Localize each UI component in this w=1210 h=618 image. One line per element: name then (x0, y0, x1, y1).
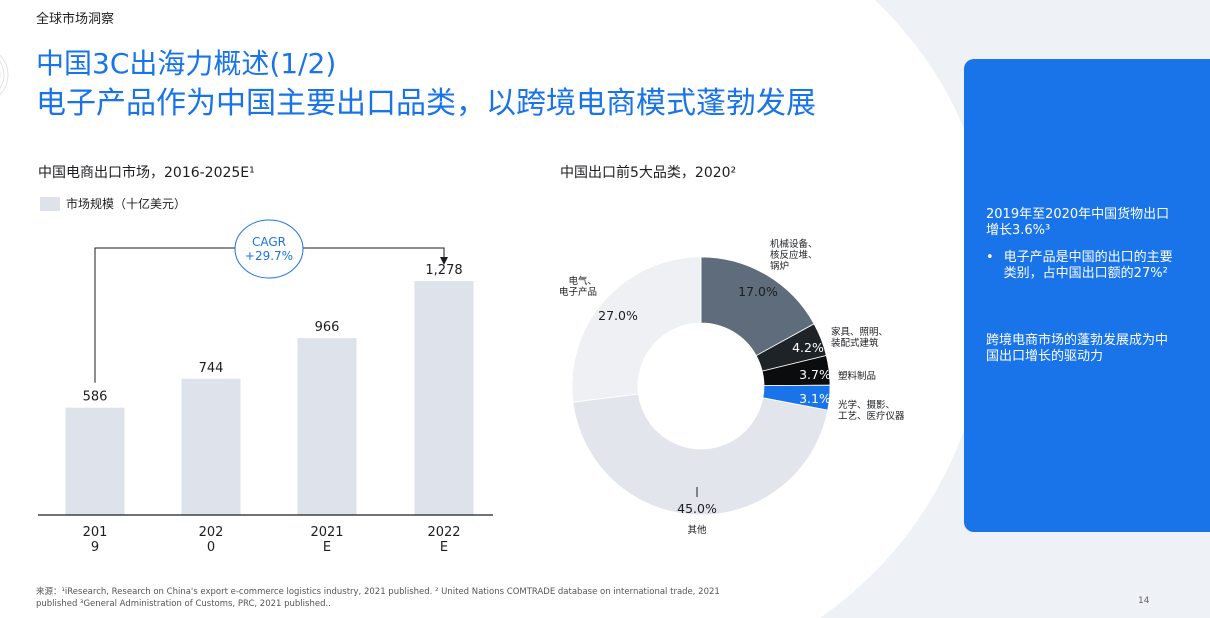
page-title: 中国3C出海力概述(1/2) (36, 47, 337, 80)
donut-slice-label: 45.0% (677, 501, 717, 516)
cagr-arrowhead (440, 257, 448, 265)
x-tick-label: 2021 (310, 525, 343, 540)
donut-category-label: 电气、 (568, 275, 597, 287)
x-tick-label: 201 (83, 525, 108, 540)
footer-source: 来源：¹iResearch, Research on China's expor… (36, 587, 720, 609)
bullet-marker: • (986, 250, 994, 265)
bar-value-label: 586 (83, 390, 108, 405)
legend-label: 市场规模（十亿美元） (66, 197, 187, 211)
donut-category-label: 其他 (687, 524, 707, 536)
donut-slice-label: 27.0% (598, 308, 638, 323)
section-label: 全球市场洞察 (36, 12, 115, 27)
donut-slice-label: 4.2% (792, 340, 824, 355)
key-insights-panel: 2019年至2020年中国货物出口增长3.6%³ • 电子产品是中国的出口的主要… (964, 59, 1210, 532)
x-tick-label: E (440, 540, 448, 555)
legend-swatch (40, 196, 60, 211)
insight-bullet-1: • 电子产品是中国的出口的主要类别，占中国出口额的27%² (986, 250, 1176, 282)
cagr-value: +29.7% (245, 249, 293, 263)
page-subtitle: 电子产品作为中国主要出口品类，以跨境电商模式蓬勃发展 (36, 86, 816, 121)
donut-category-label: 电子产品 (559, 286, 597, 298)
insight-bullet-text: 电子产品是中国的出口的主要类别，占中国出口额的27%² (1003, 250, 1173, 281)
donut-category-label: 装配式建筑 (831, 337, 879, 349)
donut-category-label: 塑料制品 (838, 370, 876, 382)
bar (297, 338, 357, 515)
corner-ring-decoration (0, 54, 9, 96)
donut-slice-label: 3.1% (799, 391, 831, 406)
donut-category-label: 光学、摄影、 (838, 399, 895, 411)
x-tick-label: 9 (91, 540, 99, 555)
x-tick-label: E (323, 540, 331, 555)
x-tick-label: 202 (199, 525, 224, 540)
donut-category-label: 机械设备、 (770, 238, 818, 250)
donut-category-label: 工艺、医疗仪器 (838, 410, 905, 422)
bar (181, 378, 241, 515)
bar-chart-title: 中国电商出口市场，2016-2025E¹ (38, 165, 255, 181)
insight-paragraph-2: 跨境电商市场的蓬勃发展成为中国出口增长的驱动力 (986, 333, 1169, 364)
donut-slice-label: 17.0% (738, 284, 778, 299)
donut-category-label: 家具、照明、 (831, 326, 888, 338)
bar-value-label: 744 (199, 361, 224, 376)
donut-slice (572, 393, 829, 516)
donut-chart-title: 中国出口前5大品类，2020² (560, 165, 737, 181)
cagr-bubble (234, 219, 304, 279)
bar-value-label: 1,278 (425, 263, 462, 278)
donut-category-label: 核反应堆、 (770, 249, 818, 261)
bar-chart-legend: 市场规模（十亿美元） (40, 195, 186, 212)
donut-slice (571, 256, 702, 403)
bar (414, 281, 474, 515)
donut-category-label: 锅炉 (770, 260, 789, 272)
bar (65, 407, 125, 515)
x-tick-label: 0 (207, 540, 215, 555)
donut-slice-label: 3.7% (799, 367, 831, 382)
page-number: 14 (1138, 596, 1150, 606)
cagr-label: CAGR (252, 235, 286, 249)
insight-paragraph-1: 2019年至2020年中国货物出口增长3.6%³ (986, 207, 1170, 238)
bar-value-label: 966 (315, 320, 340, 335)
x-tick-label: 2022 (427, 525, 460, 540)
